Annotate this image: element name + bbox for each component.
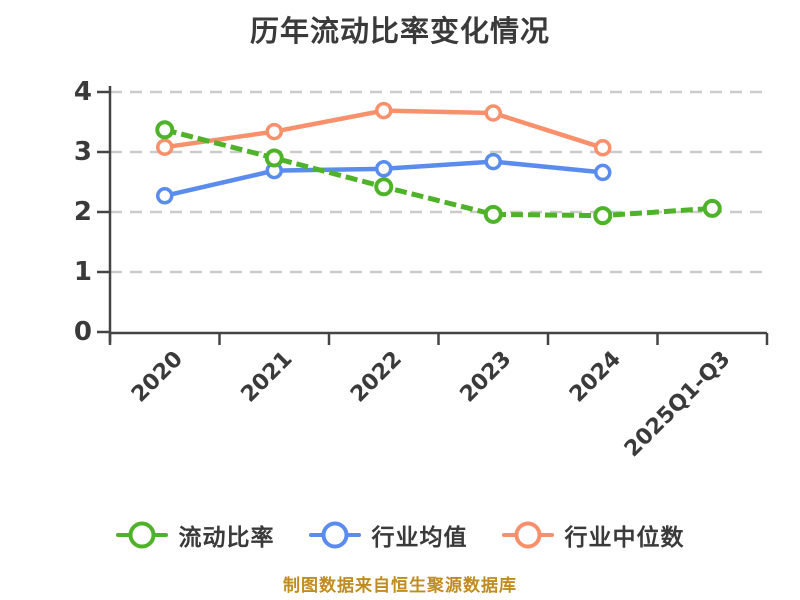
legend-item-industry-average: 行业均值	[308, 518, 468, 552]
svg-text:2: 2	[74, 197, 92, 227]
axes	[108, 86, 767, 342]
legend-item-industry-median: 行业中位数	[501, 518, 685, 552]
data-source-caption: 制图数据来自恒生聚源数据库	[283, 576, 517, 596]
svg-text:2020: 2020	[127, 347, 188, 408]
svg-text:2023: 2023	[456, 347, 517, 408]
legend-label-industry-average: 行业均值	[371, 525, 468, 551]
legend-item-current-ratio: 流动比率	[115, 518, 275, 552]
series-markers-industry-median	[156, 101, 612, 157]
chart-title: 历年流动比率变化情况	[249, 14, 550, 48]
legend: 流动比率 行业均值 行业中位数	[0, 518, 800, 552]
series-markers-industry-average	[156, 152, 612, 205]
svg-text:4: 4	[74, 77, 92, 107]
series-markers-current-ratio	[155, 120, 722, 226]
svg-text:2025Q1-Q3: 2025Q1-Q3	[620, 347, 736, 463]
legend-marker-industry-median-icon	[501, 520, 554, 550]
gridlines	[110, 90, 767, 274]
svg-text:2021: 2021	[237, 347, 298, 408]
svg-text:2024: 2024	[565, 347, 626, 408]
svg-text:2022: 2022	[346, 347, 407, 408]
legend-label-current-ratio: 流动比率	[178, 525, 275, 551]
legend-marker-current-ratio-icon	[115, 520, 168, 550]
legend-label-industry-median: 行业中位数	[564, 525, 685, 551]
series-line-current-ratio	[164, 127, 713, 219]
svg-text:1: 1	[74, 257, 92, 287]
svg-text:0: 0	[74, 317, 92, 347]
svg-text:3: 3	[74, 137, 92, 167]
legend-marker-industry-average-icon	[308, 520, 361, 550]
y-axis-ticks: 0 1 2 3 4	[74, 77, 109, 347]
